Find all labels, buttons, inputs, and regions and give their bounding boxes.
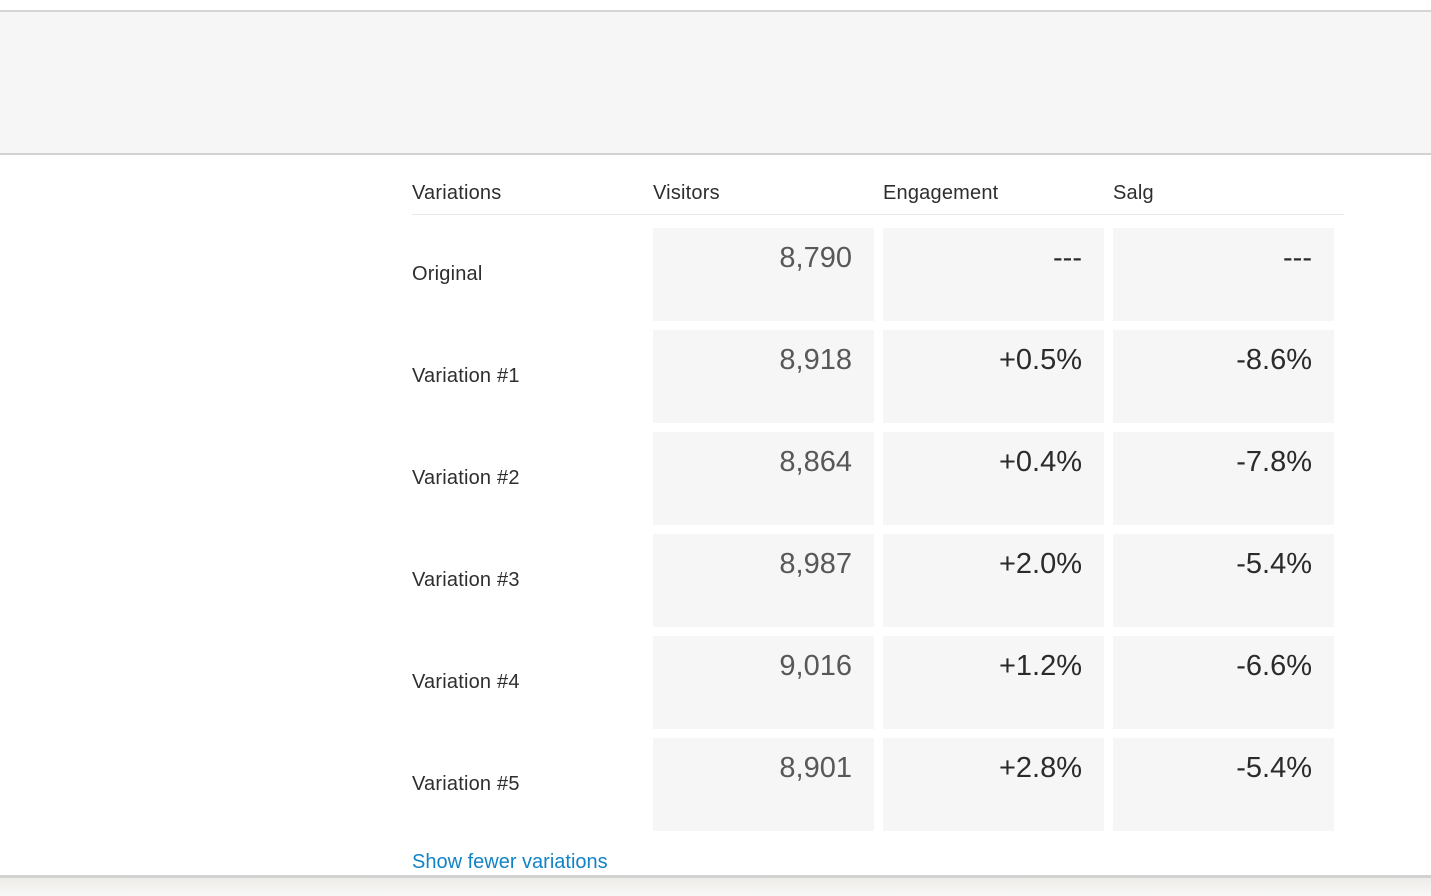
table-row-variation-4: Variation #4 9,016 +1.2% -6.6% xyxy=(412,636,1344,729)
visitors-value-cell: 8,790 xyxy=(653,228,874,321)
variation-label: Variation #4 xyxy=(412,671,520,693)
engagement-value-cell: +0.5% xyxy=(883,330,1104,423)
visitors-value-cell: 9,016 xyxy=(653,636,874,729)
salg-value-cell: --- xyxy=(1113,228,1334,321)
variation-label: Variation #1 xyxy=(412,365,520,387)
table-row-original: Original 8,790 --- --- xyxy=(412,228,1344,321)
column-header-engagement: Engagement xyxy=(883,182,999,204)
variation-label: Original xyxy=(412,263,483,285)
variation-label: Variation #3 xyxy=(412,569,520,591)
table-body: Original 8,790 --- --- Variation #1 8,91… xyxy=(412,228,1344,831)
engagement-value-cell: +0.4% xyxy=(883,432,1104,525)
salg-value-cell: -8.6% xyxy=(1113,330,1334,423)
column-header-visitors: Visitors xyxy=(653,182,720,204)
engagement-value-cell: +1.2% xyxy=(883,636,1104,729)
top-banner xyxy=(0,10,1431,155)
table-row-variation-5: Variation #5 8,901 +2.8% -5.4% xyxy=(412,738,1344,831)
salg-value-cell: -6.6% xyxy=(1113,636,1334,729)
engagement-value-cell: +2.0% xyxy=(883,534,1104,627)
engagement-value-cell: +2.8% xyxy=(883,738,1104,831)
salg-value-cell: -5.4% xyxy=(1113,738,1334,831)
table-header-row: Variations Visitors Engagement Salg xyxy=(412,181,1344,215)
results-table: Variations Visitors Engagement Salg Orig… xyxy=(412,181,1344,874)
visitors-value-cell: 8,987 xyxy=(653,534,874,627)
column-header-variations: Variations xyxy=(412,182,502,204)
table-row-variation-3: Variation #3 8,987 +2.0% -5.4% xyxy=(412,534,1344,627)
visitors-value-cell: 8,901 xyxy=(653,738,874,831)
variation-label: Variation #2 xyxy=(412,467,520,489)
table-row-variation-2: Variation #2 8,864 +0.4% -7.8% xyxy=(412,432,1344,525)
engagement-value-cell: --- xyxy=(883,228,1104,321)
variation-label: Variation #5 xyxy=(412,773,520,795)
column-header-salg: Salg xyxy=(1113,182,1154,204)
salg-value-cell: -7.8% xyxy=(1113,432,1334,525)
salg-value-cell: -5.4% xyxy=(1113,534,1334,627)
table-row-variation-1: Variation #1 8,918 +0.5% -8.6% xyxy=(412,330,1344,423)
bottom-bar xyxy=(0,875,1431,896)
show-fewer-variations-link[interactable]: Show fewer variations xyxy=(412,851,608,873)
visitors-value-cell: 8,918 xyxy=(653,330,874,423)
visitors-value-cell: 8,864 xyxy=(653,432,874,525)
